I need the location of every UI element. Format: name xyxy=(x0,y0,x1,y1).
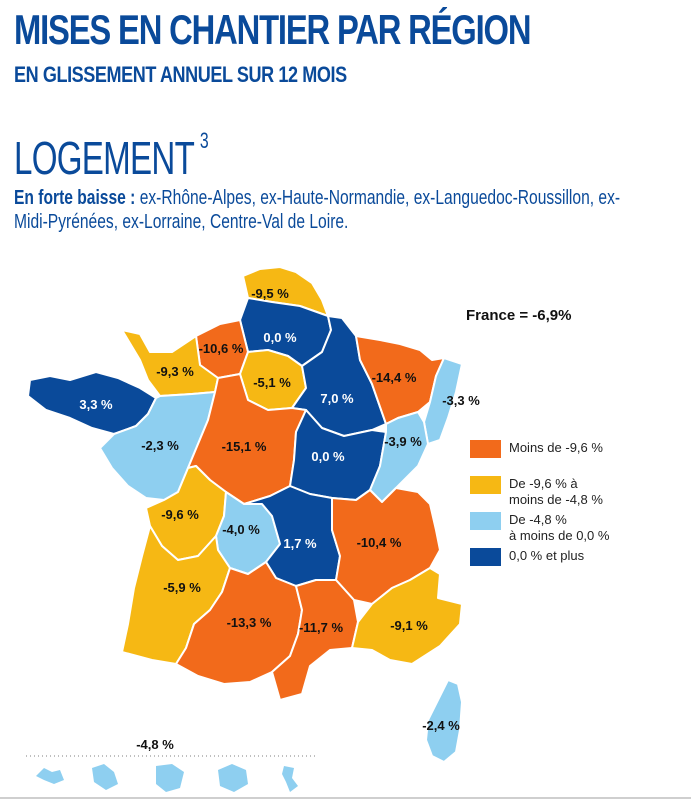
legend-item: De -9,6 % à moins de -4,8 % xyxy=(470,476,680,512)
region-value-label: 1,7 % xyxy=(283,536,317,551)
legend-swatch xyxy=(470,476,501,494)
overseas-territories xyxy=(36,764,298,792)
region-value-label: -14,4 % xyxy=(372,370,417,385)
region-value-label: 3,3 % xyxy=(79,397,113,412)
overseas-value-label: -4,8 % xyxy=(136,737,174,752)
overseas-guadeloupe[interactable] xyxy=(36,768,64,784)
region-value-label: -5,9 % xyxy=(163,580,201,595)
region-rhone-alpes[interactable] xyxy=(331,487,441,605)
note-bold: En forte baisse : xyxy=(14,187,136,209)
section-note: En forte baisse : ex-Rhône-Alpes, ex-Hau… xyxy=(14,186,638,234)
region-value-label: -9,5 % xyxy=(251,286,289,301)
region-midi-pyrenees[interactable] xyxy=(175,561,303,685)
legend-label: 0,0 % et plus xyxy=(509,548,585,563)
overseas-reunion[interactable] xyxy=(218,764,248,792)
region-value-label: -5,1 % xyxy=(253,375,291,390)
section-title-text: LOGEMENT xyxy=(14,132,195,184)
page-subtitle: EN GLISSEMENT ANNUEL SUR 12 MOIS xyxy=(14,62,347,87)
region-value-label: -2,4 % xyxy=(422,718,460,733)
region-alsace[interactable] xyxy=(423,357,463,445)
region-value-label: 0,0 % xyxy=(263,330,297,345)
france-total: France = -6,9% xyxy=(466,307,572,324)
overseas-guyane[interactable] xyxy=(156,764,184,792)
region-value-label: -4,0 % xyxy=(222,522,260,537)
region-franche-comte[interactable] xyxy=(369,411,429,503)
note-text: ex-Rhône-Alpes, ex-Haute-Normandie, ex-L… xyxy=(14,187,621,233)
region-value-label: -3,3 % xyxy=(442,393,480,408)
region-value-label: -9,1 % xyxy=(390,618,428,633)
legend-label: Moins de -9,6 % xyxy=(509,440,603,455)
legend-swatch xyxy=(470,440,501,458)
region-value-label: -15,1 % xyxy=(222,439,267,454)
legend-item: Moins de -9,6 % xyxy=(470,440,680,476)
region-value-label: 7,0 % xyxy=(320,391,354,406)
region-value-label: -13,3 % xyxy=(227,615,272,630)
region-languedoc-roussillon[interactable] xyxy=(271,579,359,701)
legend: Moins de -9,6 % De -9,6 % à moins de -4,… xyxy=(470,440,680,584)
legend-item: De -4,8 % à moins de 0,0 % xyxy=(470,512,680,548)
legend-label: De -4,8 % à moins de 0,0 % xyxy=(509,512,610,543)
region-value-label: -11,7 % xyxy=(299,620,344,635)
region-value-label: -2,3 % xyxy=(141,438,179,453)
region-value-label: -10,6 % xyxy=(199,341,244,356)
legend-item: 0,0 % et plus xyxy=(470,548,680,584)
section-title: LOGEMENT 3 xyxy=(14,128,209,184)
overseas-martinique[interactable] xyxy=(92,764,118,790)
legend-swatch xyxy=(470,548,501,566)
overseas-mayotte[interactable] xyxy=(282,766,298,792)
region-corse[interactable] xyxy=(425,679,463,763)
region-value-label: 0,0 % xyxy=(311,449,345,464)
region-value-label: -10,4 % xyxy=(357,535,402,550)
region-value-label: -3,9 % xyxy=(384,434,422,449)
page-title: MISES EN CHANTIER PAR RÉGION xyxy=(14,6,531,53)
legend-swatch xyxy=(470,512,501,530)
region-value-label: -9,3 % xyxy=(156,364,194,379)
region-paca[interactable] xyxy=(351,567,463,665)
section-footnote: 3 xyxy=(199,128,209,153)
bottom-divider xyxy=(0,797,691,799)
region-value-label: -9,6 % xyxy=(161,507,199,522)
legend-label: De -9,6 % à moins de -4,8 % xyxy=(509,476,603,507)
